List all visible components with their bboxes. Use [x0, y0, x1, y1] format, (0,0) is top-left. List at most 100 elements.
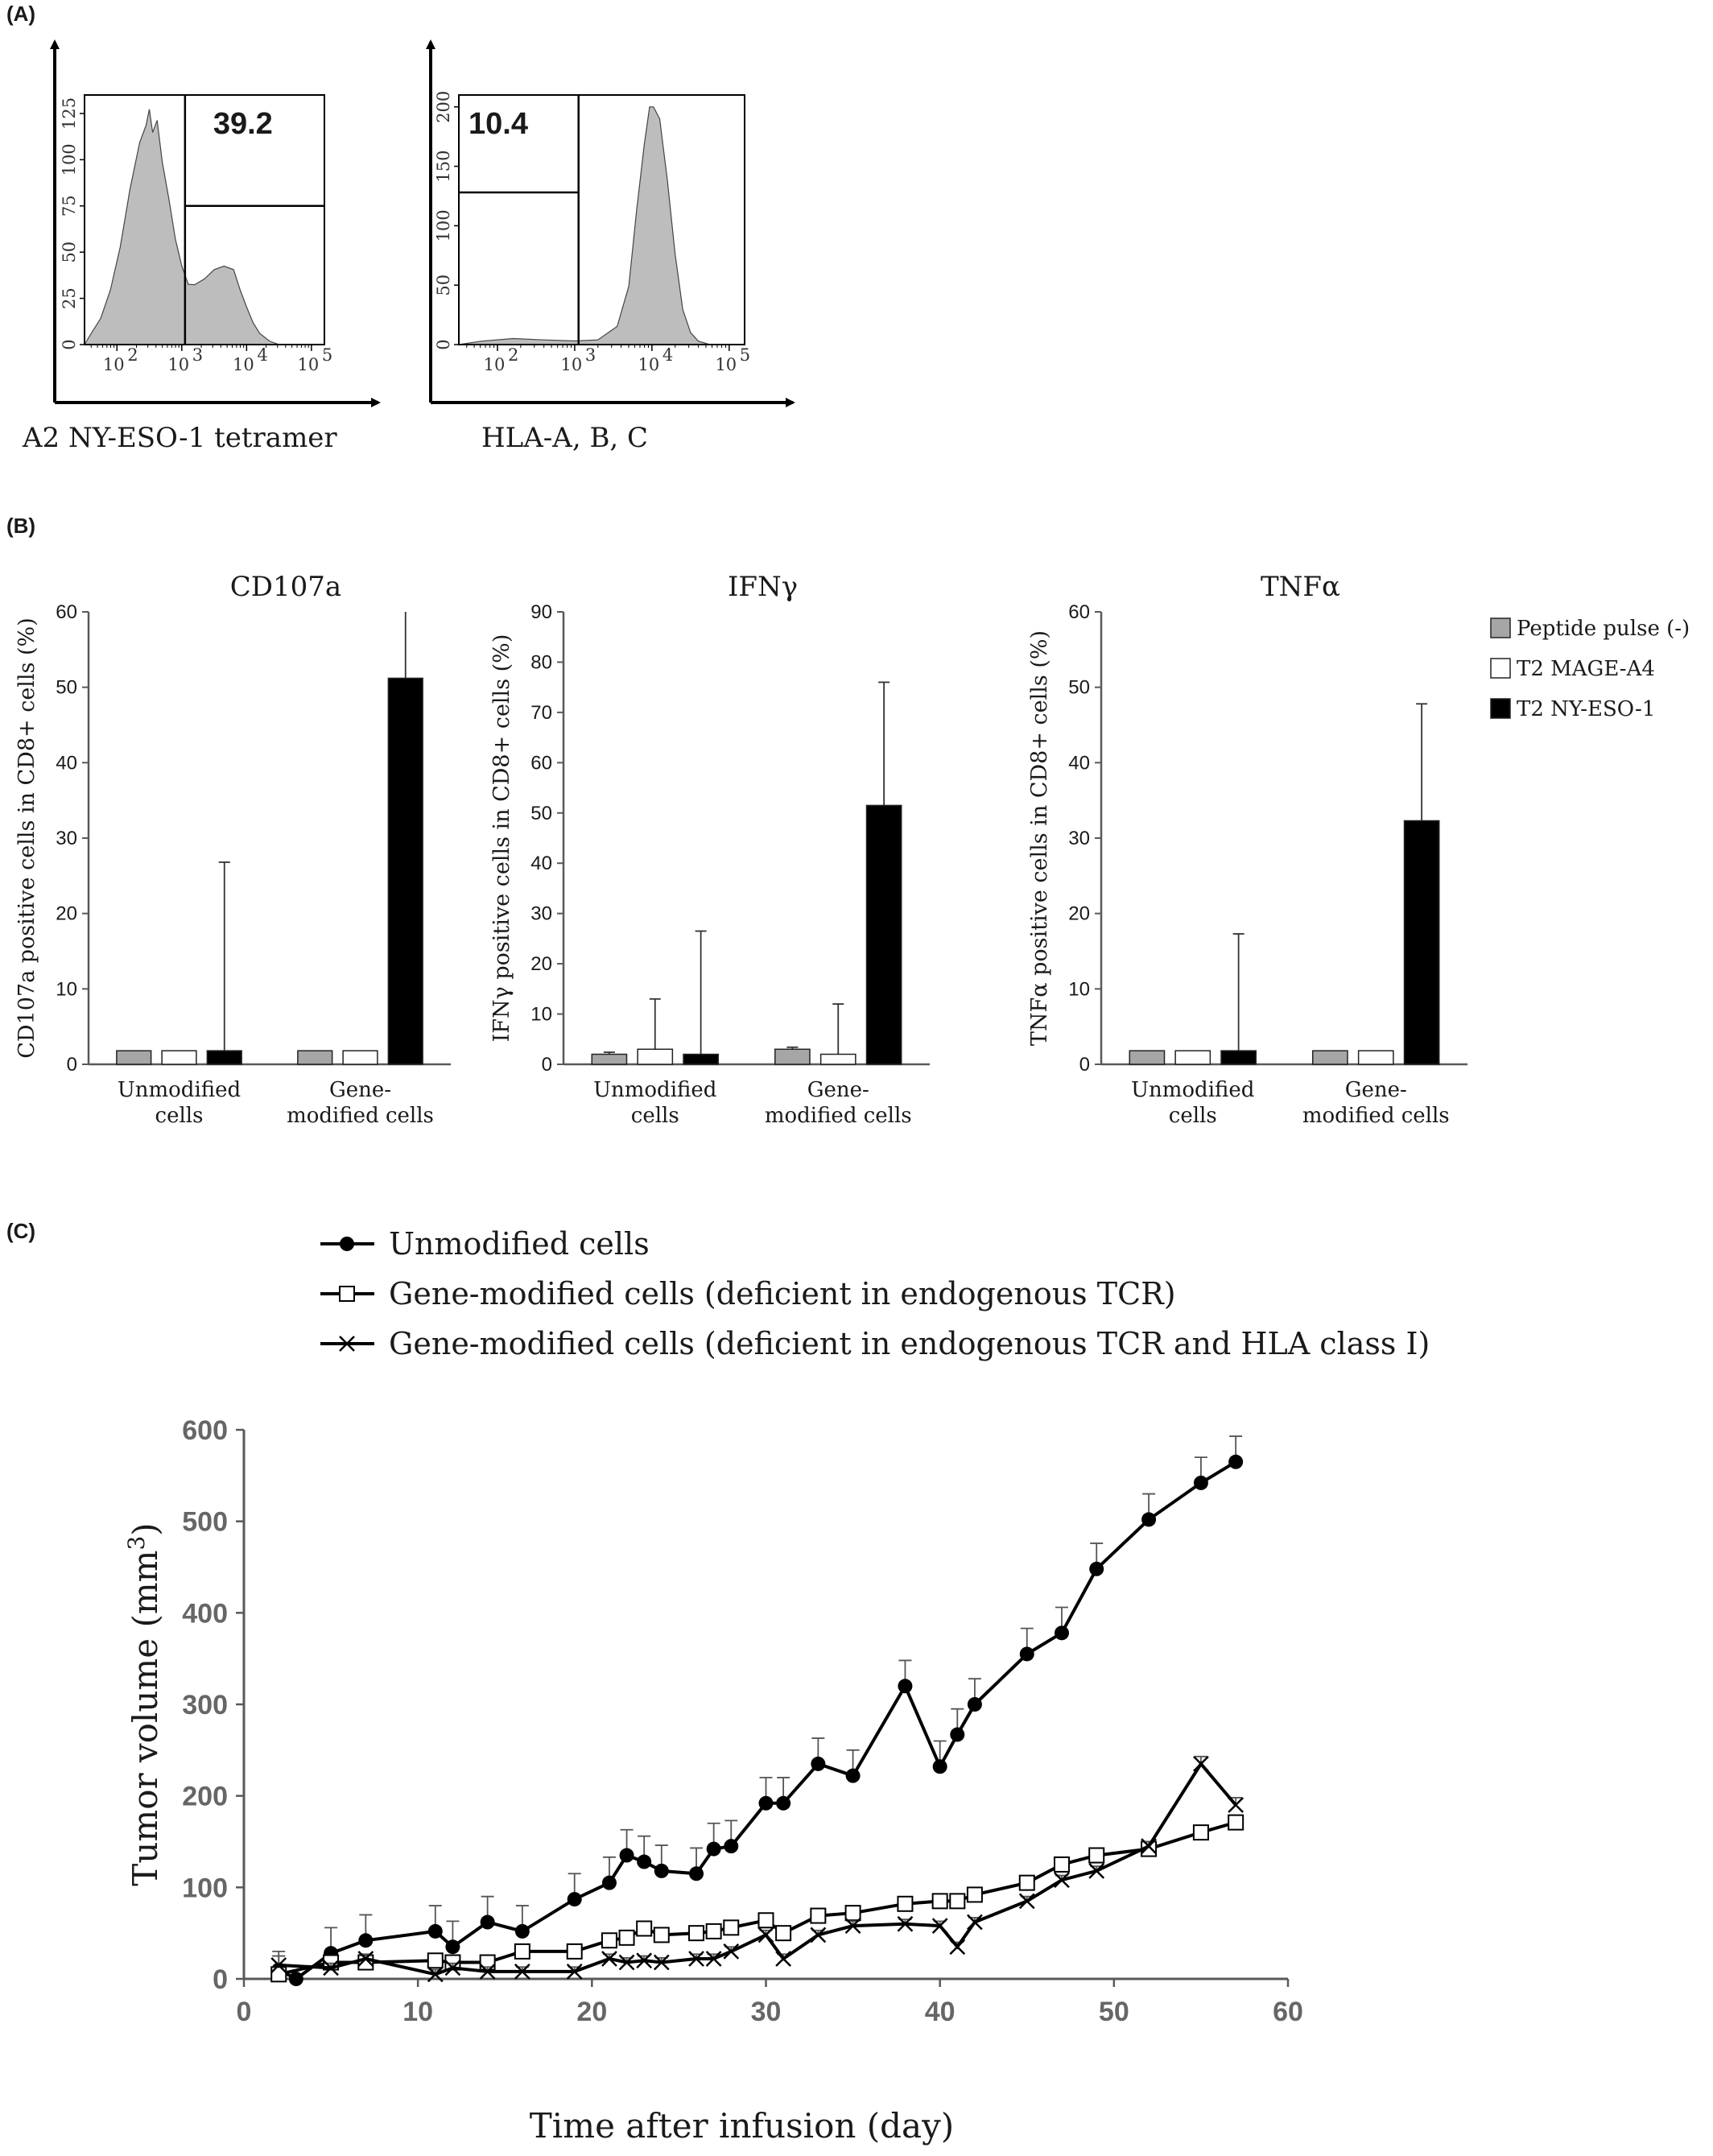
- y-tick-label: 0: [67, 1054, 77, 1076]
- bar: [116, 1050, 152, 1065]
- y-tick-label: 30: [56, 828, 77, 849]
- x-tick-label: 0: [237, 1997, 252, 2027]
- data-point: [323, 1960, 339, 1976]
- category-label: modified cells: [765, 1104, 912, 1128]
- data-point: [358, 1933, 374, 1948]
- data-point: [339, 1286, 355, 1302]
- bar: [1403, 820, 1440, 1065]
- data-point: [897, 1915, 914, 1932]
- x-tick-label: 10: [402, 1997, 433, 2027]
- data-point: [844, 1905, 861, 1922]
- y-tick-label: 60: [530, 752, 552, 774]
- y-tick-label: 0: [1079, 1054, 1090, 1076]
- series-square: [270, 1814, 1245, 1983]
- data-point: [1193, 1475, 1208, 1490]
- bar: [297, 1050, 333, 1065]
- y-tick-label: 50: [60, 242, 79, 263]
- series-line: [278, 1820, 1236, 1976]
- x-tick-exponent: 5: [322, 345, 332, 365]
- bar: [1357, 1050, 1394, 1065]
- data-point: [1228, 1797, 1245, 1813]
- category-label: Unmodified: [118, 1078, 241, 1102]
- y-tick-label: 30: [530, 903, 552, 925]
- legend-swatch: [1490, 617, 1511, 638]
- data-point: [1192, 1824, 1209, 1841]
- bar: [865, 804, 902, 1065]
- data-point: [705, 1923, 722, 1939]
- plot-frame: [458, 94, 745, 345]
- y-tick-label: 600: [182, 1415, 228, 1446]
- data-point: [618, 1929, 635, 1946]
- y-tick-label: 40: [1068, 752, 1090, 774]
- y-tick-label: 50: [434, 275, 453, 296]
- data-point: [950, 1727, 965, 1742]
- y-axis-label: Tumor volume (mm3): [123, 1522, 165, 1885]
- y-tick-label: 0: [60, 339, 79, 349]
- y-axis-label-sup: 3: [123, 1536, 150, 1551]
- category-label: modified cells: [287, 1104, 434, 1128]
- line-legend: Unmodified cells Gene-modified cells (def…: [320, 1226, 1430, 1361]
- y-axis-label-main: Tumor volume (mm: [126, 1551, 165, 1886]
- data-point: [636, 1952, 653, 1969]
- y-tick-label: 200: [182, 1782, 228, 1812]
- x-tick-label: 10: [103, 355, 125, 374]
- data-point: [688, 1925, 705, 1942]
- y-tick-label: 10: [530, 1004, 552, 1026]
- x-tick-label: 60: [1273, 1997, 1303, 2027]
- data-point: [898, 1679, 913, 1694]
- data-point: [1228, 1454, 1244, 1469]
- data-point: [618, 1954, 635, 1971]
- legend-label: Gene-modified cells (deficient in endoge…: [389, 1276, 1176, 1311]
- data-point: [601, 1875, 617, 1890]
- y-tick-label: 50: [56, 677, 77, 699]
- data-point: [514, 1964, 530, 1980]
- y-tick-label: 300: [182, 1690, 228, 1720]
- y-tick-label: 80: [530, 651, 552, 673]
- chart-title: IFNγ: [728, 571, 798, 603]
- y-tick-label: 10: [1068, 978, 1090, 1000]
- data-point: [1018, 1874, 1035, 1891]
- panel-label-b: (B): [6, 514, 35, 538]
- data-point: [653, 1927, 670, 1943]
- data-point: [339, 1336, 355, 1352]
- data-point: [1141, 1512, 1157, 1527]
- data-point: [775, 1951, 792, 1967]
- bar: [819, 1053, 856, 1065]
- category-label: Unmodified: [1131, 1078, 1254, 1102]
- y-tick-label: 60: [56, 601, 77, 623]
- data-point: [567, 1892, 582, 1907]
- data-point: [445, 1939, 460, 1955]
- x-tick-label: 20: [576, 1997, 607, 2027]
- y-axis-label: TNFα positive cells in CD8+ cells (%): [1027, 630, 1052, 1046]
- x-tick-exponent: 4: [257, 345, 267, 365]
- y-tick-label: 25: [60, 287, 79, 309]
- y-tick-label: 50: [1068, 677, 1090, 699]
- data-point: [427, 1923, 443, 1939]
- data-point: [340, 1237, 354, 1251]
- data-point: [967, 1697, 982, 1712]
- category-label: cells: [1169, 1104, 1217, 1128]
- y-tick-label: 0: [542, 1054, 552, 1076]
- data-point: [705, 1951, 722, 1967]
- data-point: [1054, 1625, 1069, 1641]
- y-tick-label: 0: [434, 339, 453, 349]
- category-label: Unmodified: [593, 1078, 716, 1102]
- x-axis-label: A2 NY-ESO-1 tetramer: [22, 422, 337, 454]
- data-point: [601, 1932, 617, 1949]
- data-point: [723, 1943, 740, 1960]
- y-tick-label: 100: [182, 1873, 228, 1903]
- data-point: [1018, 1893, 1035, 1910]
- data-point: [654, 1863, 669, 1878]
- category-label: modified cells: [1302, 1104, 1450, 1128]
- y-tick-label: 60: [1068, 601, 1090, 623]
- y-tick-label: 50: [530, 803, 552, 824]
- data-point: [931, 1918, 948, 1934]
- y-tick-label: 20: [56, 903, 77, 925]
- x-tick-label: 10: [233, 355, 254, 374]
- data-point: [566, 1964, 583, 1980]
- bar-legend: Peptide pulse (-) T2 MAGE-A4 T2 NY-ESO-1: [1490, 617, 1690, 721]
- data-point: [1088, 1847, 1105, 1864]
- x-tick-label: 10: [298, 355, 320, 374]
- data-point: [636, 1920, 653, 1937]
